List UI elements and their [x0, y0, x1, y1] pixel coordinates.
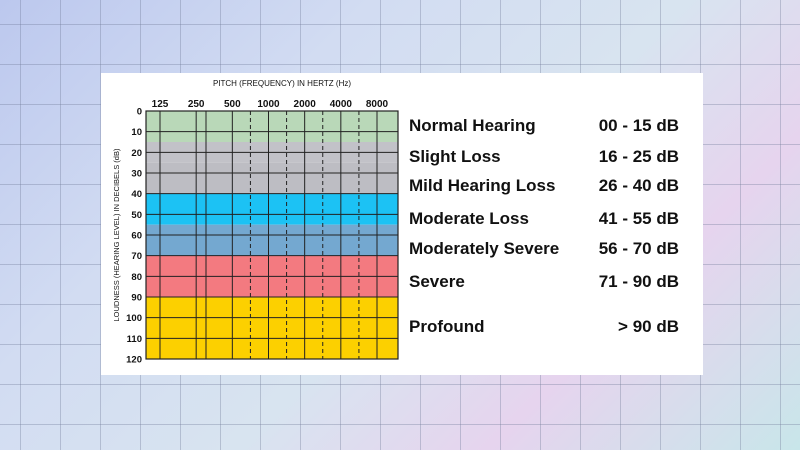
legend-label: Slight Loss — [409, 147, 501, 166]
y-tick-label: 30 — [131, 169, 142, 180]
legend-row: Moderate Loss 41 - 55 dB — [409, 207, 679, 231]
x-tick-label: 1000 — [257, 99, 280, 110]
audiogram-card: 0 10 20 30 40 50 60 70 80 90 100 110 120 125 250 500 100… — [101, 73, 703, 375]
chart-frame — [145, 110, 399, 360]
legend-row: Moderately Severe 56 - 70 dB — [409, 237, 679, 261]
y-tick-label: 110 — [127, 334, 142, 345]
y-tick-label: 100 — [126, 313, 142, 324]
y-tick-label: 20 — [131, 148, 142, 159]
x-tick-label: 8000 — [366, 99, 389, 110]
y-axis-label: LOUDNESS (HEARING LEVEL) IN DECIBELS (dB… — [112, 148, 121, 321]
legend-range: 16 - 25 dB — [598, 147, 679, 166]
y-tick-label: 120 — [126, 355, 142, 366]
y-tick-label: 50 — [131, 210, 142, 221]
legend-range: 41 - 55 dB — [598, 209, 679, 228]
band-profound — [146, 297, 398, 359]
y-tick-label: 70 — [131, 251, 142, 262]
x-axis-label: PITCH (FREQUENCY) IN HERTZ (Hz) — [213, 79, 351, 88]
legend-row: Normal Hearing 00 - 15 dB — [409, 114, 679, 138]
legend-label: Profound — [409, 317, 485, 336]
x-tick-label: 500 — [224, 99, 241, 110]
y-tick-label: 60 — [131, 231, 142, 242]
y-tick-label: 40 — [131, 189, 142, 200]
y-tick-label: 90 — [131, 293, 142, 304]
band-moderately-severe — [146, 224, 398, 256]
legend-range: 71 - 90 dB — [598, 272, 679, 291]
legend-label: Mild Hearing Loss — [409, 176, 556, 195]
band-moderate-loss — [146, 193, 398, 225]
legend-range: 26 - 40 dB — [598, 176, 679, 195]
band-mild-hearing-loss — [146, 162, 398, 194]
legend-row: Profound > 90 dB — [409, 315, 679, 339]
y-tick-label: 0 — [137, 107, 142, 118]
legend-range: 00 - 15 dB — [598, 116, 679, 135]
x-tick-label: 250 — [188, 99, 205, 110]
legend-row: Mild Hearing Loss 26 - 40 dB — [409, 174, 679, 198]
legend-label: Normal Hearing — [409, 116, 536, 135]
legend-label: Moderately Severe — [409, 239, 560, 258]
legend-label: Moderate Loss — [409, 209, 529, 228]
x-tick-label: 2000 — [294, 99, 317, 110]
legend-range: 56 - 70 dB — [598, 239, 679, 258]
y-tick-label: 80 — [131, 272, 142, 283]
legend-row: Severe 71 - 90 dB — [409, 270, 679, 294]
legend-range: > 90 dB — [618, 317, 679, 336]
legend-row: Slight Loss 16 - 25 dB — [409, 145, 679, 169]
x-tick-label: 125 — [152, 99, 169, 110]
audiogram-chart: 0 10 20 30 40 50 60 70 80 90 100 110 120 125 250 500 100… — [112, 79, 399, 366]
x-tick-label: 4000 — [330, 99, 353, 110]
band-normal-hearing — [146, 111, 398, 142]
y-tick-label: 10 — [131, 127, 142, 138]
legend-label: Severe — [409, 272, 465, 291]
